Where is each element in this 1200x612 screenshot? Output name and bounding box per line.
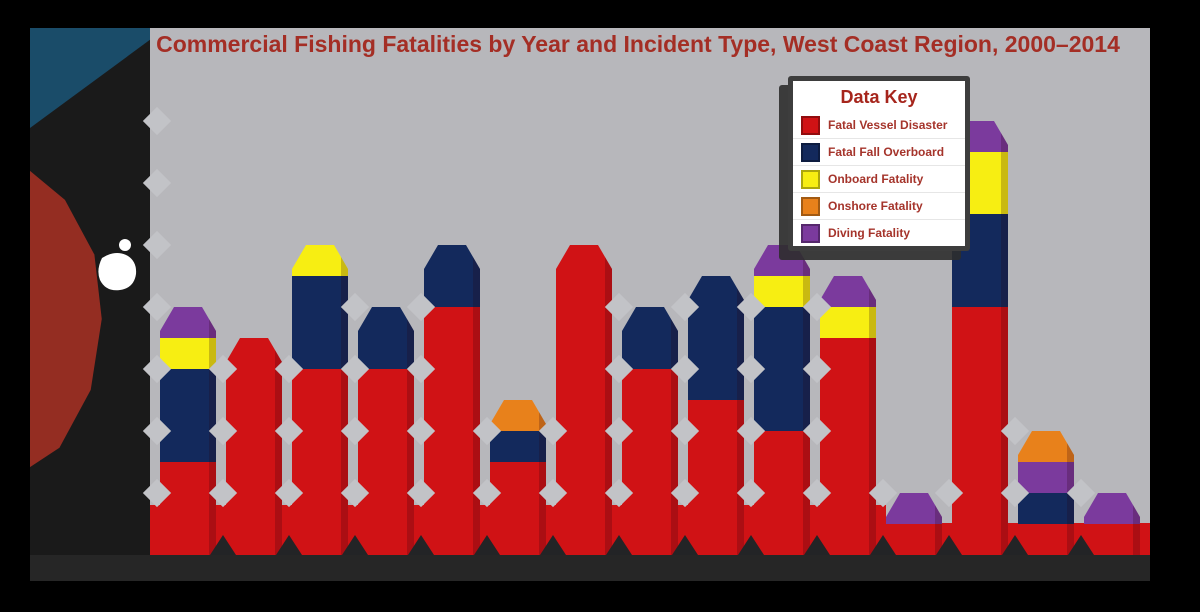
bar-2009 bbox=[754, 245, 810, 555]
bar-2005 bbox=[490, 400, 546, 555]
legend-item: Fatal Vessel Disaster bbox=[793, 112, 965, 138]
diving-segment bbox=[820, 276, 876, 307]
legend: Data Key Fatal Vessel Disaster Fatal Fall… bbox=[788, 76, 970, 251]
bar-2013 bbox=[1018, 431, 1074, 555]
diving-segment bbox=[886, 493, 942, 524]
fall-segment bbox=[490, 431, 546, 462]
vessel-segment bbox=[490, 462, 546, 555]
legend-item-label: Onboard Fatality bbox=[828, 172, 924, 186]
onboard-segment bbox=[292, 245, 348, 276]
vessel-segment bbox=[160, 462, 216, 555]
diving-segment bbox=[1018, 462, 1074, 493]
onboard-segment bbox=[754, 276, 810, 307]
onboard-swatch-icon bbox=[801, 169, 820, 189]
bar-2008 bbox=[688, 276, 744, 555]
vessel-segment bbox=[226, 338, 282, 555]
legend-item: Onshore Fatality bbox=[793, 192, 965, 219]
onshore-segment bbox=[1018, 431, 1074, 462]
bar-2000 bbox=[160, 307, 216, 555]
fall-segment bbox=[160, 369, 216, 462]
bar-2011 bbox=[886, 493, 942, 555]
fall-segment bbox=[424, 245, 480, 307]
bottom-axis-band bbox=[30, 555, 1150, 581]
vessel-segment bbox=[556, 245, 612, 555]
legend-item: Diving Fatality bbox=[793, 219, 965, 246]
legend-item: Fatal Fall Overboard bbox=[793, 138, 965, 165]
vessel-segment bbox=[1084, 524, 1140, 555]
fall-swatch-icon bbox=[801, 142, 820, 162]
decorative-white-icon bbox=[98, 239, 137, 291]
legend-item-label: Onshore Fatality bbox=[828, 199, 923, 213]
vessel-segment bbox=[1018, 524, 1074, 555]
bar-2007 bbox=[622, 307, 678, 555]
diving-segment bbox=[160, 307, 216, 338]
legend-item-label: Fatal Fall Overboard bbox=[828, 145, 945, 159]
onshore-swatch-icon bbox=[801, 196, 820, 216]
bar-2006 bbox=[556, 245, 612, 555]
vessel-segment bbox=[622, 369, 678, 555]
vessel-swatch-icon bbox=[801, 115, 820, 135]
fall-segment bbox=[358, 307, 414, 369]
bar-2012 bbox=[952, 121, 1008, 555]
onshore-segment bbox=[490, 400, 546, 431]
bar-2010 bbox=[820, 276, 876, 555]
chart-title: Commercial Fishing Fatalities by Year an… bbox=[156, 31, 1120, 57]
legend-title: Data Key bbox=[840, 87, 918, 107]
onboard-segment bbox=[160, 338, 216, 369]
fall-segment bbox=[1018, 493, 1074, 524]
legend-item-label: Fatal Vessel Disaster bbox=[828, 118, 948, 132]
legend-item: Onboard Fatality bbox=[793, 165, 965, 192]
fall-segment bbox=[622, 307, 678, 369]
bar-2003 bbox=[358, 307, 414, 555]
bar-2004 bbox=[424, 245, 480, 555]
chart-panel bbox=[142, 28, 1150, 555]
vessel-segment bbox=[292, 369, 348, 555]
legend-item-label: Diving Fatality bbox=[828, 226, 911, 240]
diving-swatch-icon bbox=[801, 223, 820, 243]
chart-area bbox=[142, 28, 1150, 555]
fall-segment bbox=[688, 276, 744, 400]
legend-rows: Fatal Vessel Disaster Fatal Fall Overboar… bbox=[793, 112, 965, 246]
bar-2002 bbox=[292, 245, 348, 555]
vessel-segment bbox=[688, 400, 744, 555]
fall-segment bbox=[292, 276, 348, 369]
bar-2001 bbox=[226, 338, 282, 555]
vessel-segment bbox=[820, 338, 876, 555]
vessel-segment bbox=[886, 524, 942, 555]
diving-segment bbox=[1084, 493, 1140, 524]
bar-2014 bbox=[1084, 493, 1140, 555]
vessel-segment bbox=[358, 369, 414, 555]
onboard-segment bbox=[820, 307, 876, 338]
vessel-segment bbox=[952, 307, 1008, 555]
